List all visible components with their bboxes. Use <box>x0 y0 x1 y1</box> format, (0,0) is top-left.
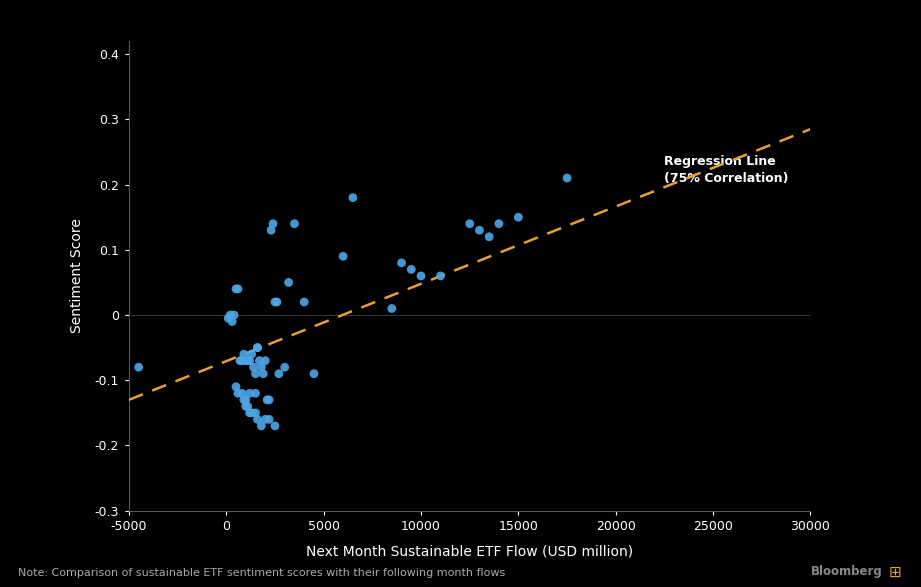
Point <box>228 284 243 294</box>
Point <box>281 278 296 287</box>
Y-axis label: Sentiment Score: Sentiment Score <box>70 218 84 333</box>
Point <box>240 402 255 411</box>
Point <box>345 193 360 203</box>
Point <box>233 356 248 365</box>
Point <box>307 369 321 379</box>
Point <box>263 225 278 235</box>
Point <box>482 232 496 241</box>
Point <box>268 421 283 431</box>
Point <box>256 369 271 379</box>
Point <box>225 317 239 326</box>
Point <box>246 363 261 372</box>
Point <box>277 363 292 372</box>
Point <box>237 395 251 404</box>
Point <box>336 252 351 261</box>
Point <box>242 389 257 398</box>
Point <box>248 408 262 417</box>
Point <box>221 313 236 323</box>
Point <box>251 343 265 352</box>
Point <box>242 408 257 417</box>
Point <box>251 343 265 352</box>
Point <box>404 265 419 274</box>
Point <box>239 356 253 365</box>
Point <box>242 356 257 365</box>
Point <box>244 349 259 359</box>
Point <box>252 356 267 365</box>
Point <box>228 382 243 392</box>
Point <box>297 297 311 306</box>
Point <box>414 271 428 281</box>
Point <box>230 389 245 398</box>
Point <box>462 219 477 228</box>
Point <box>254 421 269 431</box>
Point <box>492 219 507 228</box>
Point <box>235 356 250 365</box>
Point <box>433 271 448 281</box>
Point <box>262 414 276 424</box>
Point <box>384 304 399 313</box>
Point <box>262 395 276 404</box>
Point <box>260 395 274 404</box>
Point <box>235 389 250 398</box>
Point <box>254 363 269 372</box>
Point <box>237 349 251 359</box>
Text: Bloomberg: Bloomberg <box>810 565 882 578</box>
Point <box>227 311 241 320</box>
Text: ⊞: ⊞ <box>889 565 902 580</box>
Point <box>223 311 238 320</box>
Point <box>248 389 262 398</box>
Point <box>230 284 245 294</box>
Point <box>272 369 286 379</box>
Point <box>244 408 259 417</box>
Point <box>472 225 487 235</box>
Point <box>239 395 253 404</box>
X-axis label: Next Month Sustainable ETF Flow (USD million): Next Month Sustainable ETF Flow (USD mil… <box>306 545 634 558</box>
Point <box>258 414 273 424</box>
Text: Regression Line
(75% Correlation): Regression Line (75% Correlation) <box>664 155 789 185</box>
Point <box>248 369 262 379</box>
Text: Note: Comparison of sustainable ETF sentiment scores with their following month : Note: Comparison of sustainable ETF sent… <box>18 568 506 578</box>
Point <box>270 297 285 306</box>
Point <box>511 212 526 222</box>
Point <box>268 297 283 306</box>
Point <box>394 258 409 268</box>
Point <box>265 219 280 228</box>
Point <box>240 356 255 365</box>
Point <box>560 173 575 183</box>
Point <box>132 363 146 372</box>
Point <box>258 356 273 365</box>
Point <box>251 414 265 424</box>
Point <box>239 402 253 411</box>
Point <box>287 219 302 228</box>
